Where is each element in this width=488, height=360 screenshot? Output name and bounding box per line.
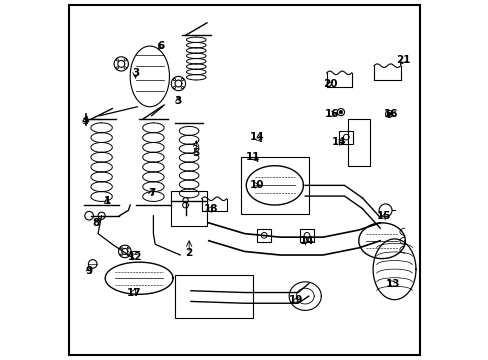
Text: 7: 7 [148,188,155,198]
Text: 16: 16 [324,109,339,119]
Circle shape [386,112,390,116]
Text: 14: 14 [249,132,264,142]
Bar [339,131,353,144]
Text: 18: 18 [203,203,217,213]
Circle shape [339,111,342,114]
Bar [175,275,253,318]
Text: 14: 14 [299,236,314,246]
Bar [171,191,206,226]
Text: 4: 4 [81,116,89,126]
Text: 10: 10 [249,180,264,190]
Text: 9: 9 [85,266,93,276]
Text: 12: 12 [128,252,142,262]
Text: 6: 6 [157,41,164,51]
Bar [299,229,313,242]
Text: 2: 2 [185,248,192,258]
Text: 3: 3 [132,68,139,78]
Text: 8: 8 [92,218,100,228]
Text: 16: 16 [383,109,397,119]
Text: 21: 21 [395,55,410,65]
Text: 20: 20 [322,78,337,89]
Text: 1: 1 [103,197,110,206]
Text: 14: 14 [331,138,346,148]
Text: 19: 19 [288,295,303,305]
Text: 13: 13 [385,279,399,289]
Text: 3: 3 [174,96,182,107]
Text: 15: 15 [376,211,390,221]
Text: 5: 5 [192,148,200,158]
Bar [257,229,271,242]
Bar [241,157,308,214]
Bar [347,119,369,166]
Text: 17: 17 [126,288,141,297]
Text: 11: 11 [245,152,260,162]
